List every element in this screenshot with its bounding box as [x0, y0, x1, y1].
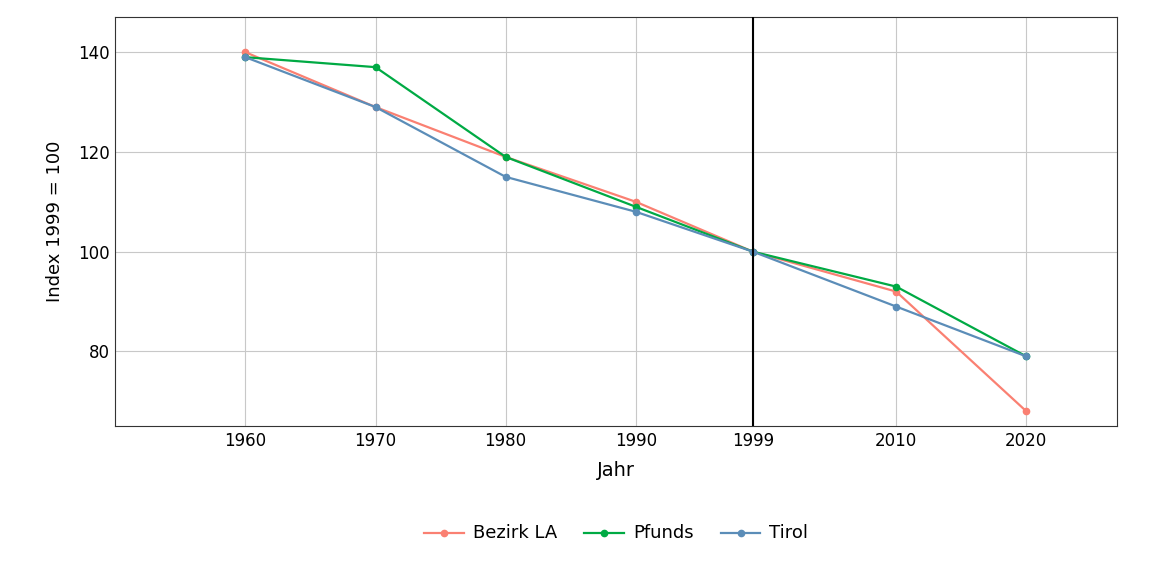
- Tirol: [629, 209, 643, 215]
- Pfunds: [629, 203, 643, 210]
- Tirol: [1020, 353, 1033, 360]
- Bezirk LA: [629, 198, 643, 205]
- Bezirk LA: [238, 49, 252, 56]
- Line: Bezirk LA: Bezirk LA: [242, 49, 1030, 414]
- Y-axis label: Index 1999 = 100: Index 1999 = 100: [46, 141, 65, 302]
- Bezirk LA: [369, 104, 382, 111]
- Bezirk LA: [499, 153, 513, 160]
- Bezirk LA: [746, 248, 760, 255]
- Bezirk LA: [1020, 408, 1033, 415]
- Pfunds: [746, 248, 760, 255]
- Tirol: [238, 54, 252, 60]
- Pfunds: [499, 153, 513, 160]
- Tirol: [889, 303, 903, 310]
- Pfunds: [238, 54, 252, 60]
- Line: Tirol: Tirol: [242, 54, 1030, 359]
- Line: Pfunds: Pfunds: [242, 54, 1030, 359]
- Tirol: [746, 248, 760, 255]
- Pfunds: [1020, 353, 1033, 360]
- Tirol: [369, 104, 382, 111]
- Legend: Bezirk LA, Pfunds, Tirol: Bezirk LA, Pfunds, Tirol: [417, 517, 816, 550]
- Pfunds: [369, 64, 382, 71]
- Pfunds: [889, 283, 903, 290]
- Bezirk LA: [889, 288, 903, 295]
- X-axis label: Jahr: Jahr: [598, 461, 635, 480]
- Tirol: [499, 173, 513, 180]
